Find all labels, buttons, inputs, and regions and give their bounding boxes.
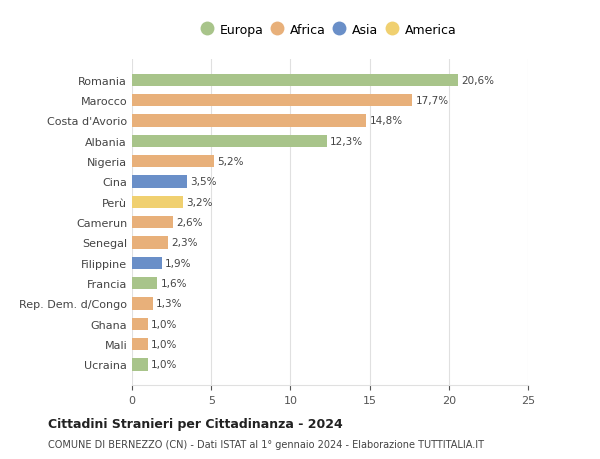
Text: 2,3%: 2,3% — [172, 238, 198, 248]
Bar — [132, 318, 148, 330]
Bar — [132, 358, 148, 371]
Bar — [132, 277, 157, 290]
Text: 2,6%: 2,6% — [176, 218, 203, 228]
Text: 3,5%: 3,5% — [191, 177, 217, 187]
Legend: Europa, Africa, Asia, America: Europa, Africa, Asia, America — [203, 23, 457, 37]
Bar — [132, 298, 152, 310]
Bar — [132, 74, 458, 87]
Text: 1,0%: 1,0% — [151, 339, 178, 349]
Text: 1,9%: 1,9% — [165, 258, 192, 268]
Text: 20,6%: 20,6% — [461, 76, 494, 85]
Text: 5,2%: 5,2% — [218, 157, 244, 167]
Bar — [132, 95, 412, 107]
Bar — [132, 237, 169, 249]
Bar — [132, 135, 327, 147]
Bar — [132, 115, 367, 127]
Text: 1,0%: 1,0% — [151, 360, 178, 369]
Bar — [132, 217, 173, 229]
Text: COMUNE DI BERNEZZO (CN) - Dati ISTAT al 1° gennaio 2024 - Elaborazione TUTTITALI: COMUNE DI BERNEZZO (CN) - Dati ISTAT al … — [48, 440, 484, 449]
Text: 1,6%: 1,6% — [161, 279, 187, 288]
Text: 1,0%: 1,0% — [151, 319, 178, 329]
Text: 1,3%: 1,3% — [156, 299, 182, 309]
Bar — [132, 176, 187, 188]
Text: Cittadini Stranieri per Cittadinanza - 2024: Cittadini Stranieri per Cittadinanza - 2… — [48, 417, 343, 430]
Bar — [132, 196, 182, 208]
Bar — [132, 338, 148, 351]
Text: 12,3%: 12,3% — [330, 136, 363, 146]
Text: 17,7%: 17,7% — [416, 96, 449, 106]
Text: 3,2%: 3,2% — [186, 197, 212, 207]
Bar — [132, 156, 214, 168]
Text: 14,8%: 14,8% — [370, 116, 403, 126]
Bar — [132, 257, 162, 269]
